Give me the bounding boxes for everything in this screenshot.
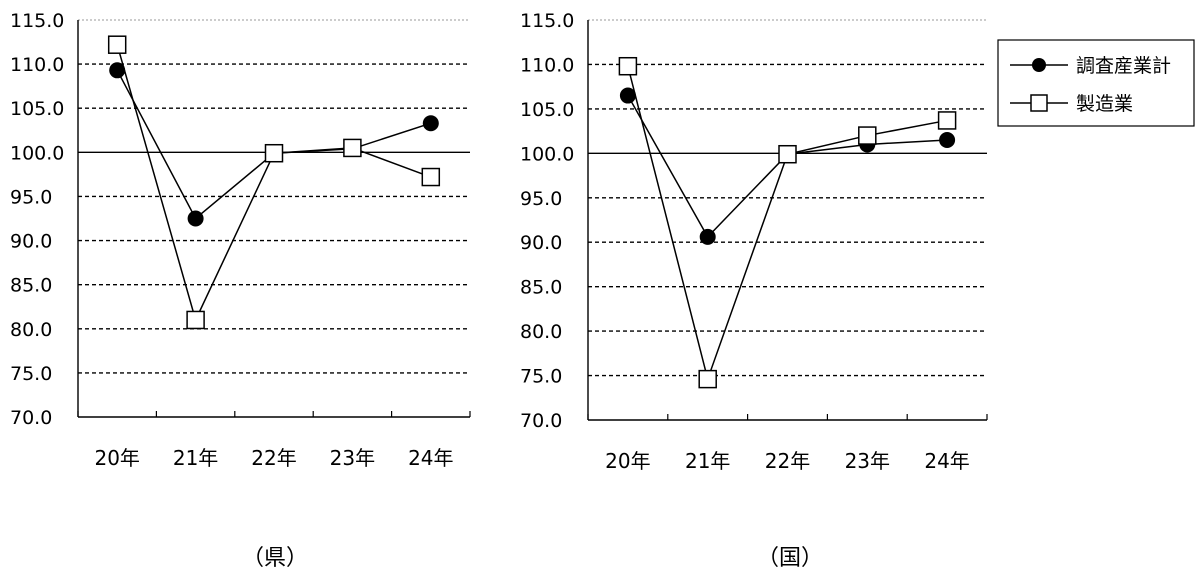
x-tick-label: 22年 bbox=[251, 446, 296, 470]
series-line-調査産業計 bbox=[627, 95, 948, 239]
y-tick-label: 90.0 bbox=[520, 232, 562, 254]
x-tick-label: 20年 bbox=[605, 449, 650, 473]
data-point-調査産業計 bbox=[699, 228, 716, 245]
y-tick-label: 100.0 bbox=[520, 143, 574, 165]
data-point-製造業 bbox=[618, 56, 638, 76]
series-line-製造業 bbox=[116, 44, 432, 323]
y-tick-label: 95.0 bbox=[520, 188, 562, 210]
y-tick-label: 70.0 bbox=[520, 410, 562, 432]
x-tick-label: 24年 bbox=[924, 449, 969, 473]
data-point-調査産業計 bbox=[109, 62, 126, 79]
y-tick-label: 95.0 bbox=[10, 186, 52, 208]
y-tick-label: 90.0 bbox=[10, 231, 52, 253]
chart-caption: （国） bbox=[757, 546, 823, 571]
y-tick-label: 115.0 bbox=[10, 10, 64, 32]
data-point-調査産業計 bbox=[187, 210, 204, 227]
y-tick-label: 115.0 bbox=[520, 10, 574, 32]
y-tick-label: 80.0 bbox=[520, 321, 562, 343]
y-tick-label: 70.0 bbox=[10, 407, 52, 429]
data-point-製造業 bbox=[778, 144, 797, 164]
x-tick-label: 23年 bbox=[330, 446, 375, 470]
legend-marker-open-square bbox=[1030, 94, 1048, 112]
legend-label-調査産業計: 調査産業計 bbox=[1076, 55, 1171, 77]
y-tick-label: 80.0 bbox=[10, 319, 52, 341]
legend-label-製造業: 製造業 bbox=[1076, 93, 1133, 115]
data-point-製造業 bbox=[186, 310, 205, 330]
data-point-製造業 bbox=[343, 138, 362, 158]
data-point-調査産業計 bbox=[619, 87, 636, 104]
y-tick-label: 85.0 bbox=[520, 277, 562, 299]
y-tick-label: 75.0 bbox=[10, 363, 52, 385]
y-tick-label: 110.0 bbox=[10, 54, 64, 76]
y-tick-label: 100.0 bbox=[10, 142, 64, 164]
data-point-調査産業計 bbox=[422, 115, 439, 132]
data-point-調査産業計 bbox=[939, 132, 956, 148]
x-tick-label: 24年 bbox=[408, 446, 453, 470]
data-point-製造業 bbox=[937, 111, 957, 130]
y-tick-label: 85.0 bbox=[10, 275, 52, 297]
x-tick-label: 23年 bbox=[845, 449, 890, 473]
x-tick-label: 21年 bbox=[173, 446, 218, 470]
y-tick-label: 105.0 bbox=[520, 99, 574, 121]
y-tick-label: 75.0 bbox=[520, 366, 562, 388]
y-tick-label: 105.0 bbox=[10, 98, 64, 120]
chart-caption: （県） bbox=[242, 546, 308, 571]
legend-marker-filled-circle bbox=[1032, 58, 1046, 72]
data-point-製造業 bbox=[858, 126, 877, 145]
data-point-製造業 bbox=[698, 369, 717, 389]
legend: 調査産業計 製造業 bbox=[997, 39, 1195, 127]
chart-panel-national: 70.0 75.0 80.0 85.0 90.0 95.0 100.0 105.0 110.0 1… bbox=[520, 10, 988, 571]
x-tick-label: 21年 bbox=[685, 449, 730, 473]
y-tick-label: 110.0 bbox=[520, 54, 574, 76]
data-point-製造業 bbox=[264, 143, 284, 163]
x-tick-label: 22年 bbox=[765, 449, 810, 473]
chart-panel-prefecture: 70.0 75.0 80.0 85.0 90.0 95.0 100.0 105.0 110.0 1… bbox=[10, 10, 471, 571]
x-tick-label: 20年 bbox=[94, 446, 139, 470]
data-point-製造業 bbox=[421, 167, 441, 187]
data-point-製造業 bbox=[107, 35, 127, 54]
series-line-製造業 bbox=[627, 66, 948, 382]
